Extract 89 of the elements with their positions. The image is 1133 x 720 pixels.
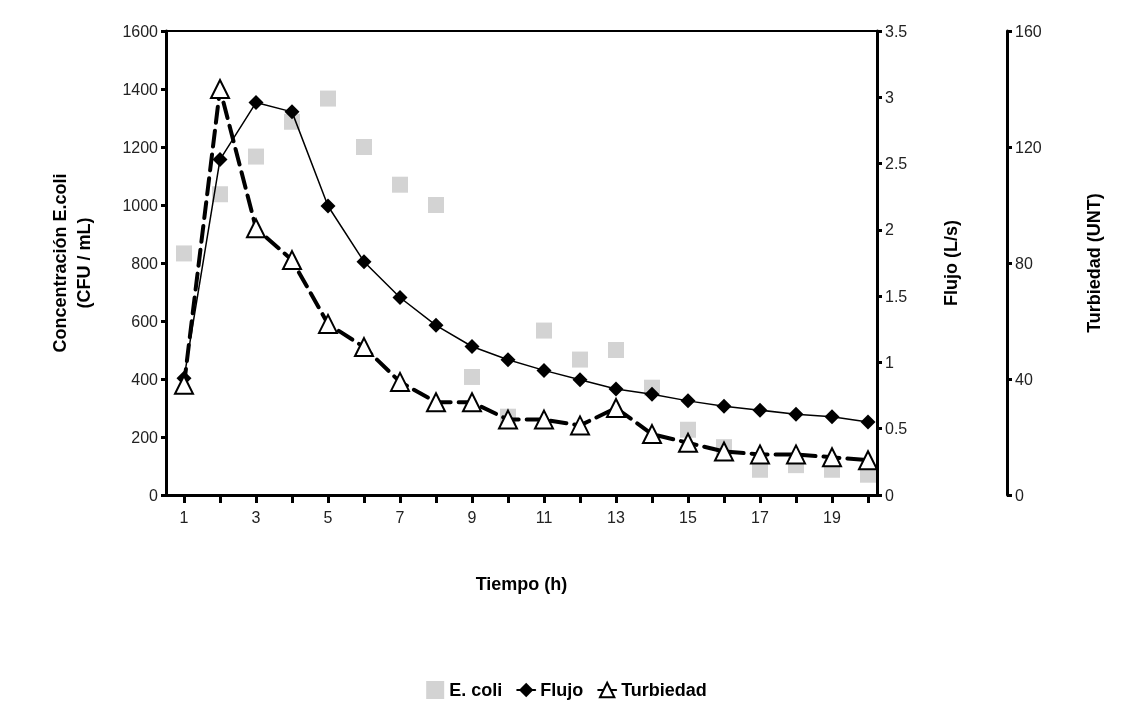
point [392,176,408,193]
point [354,337,374,358]
y-tick-label: 800 [131,254,159,272]
y-tick-label: 1400 [122,80,159,98]
y3-axis-title: Turbiedad (UNT) [1084,193,1104,333]
point [822,447,842,468]
legend-label: Flujo [540,680,584,700]
point [678,432,698,453]
point [750,444,770,465]
point [212,152,228,168]
y-tick-label: 400 [131,370,159,388]
legend-label: Turbiedad [621,680,707,700]
point [680,393,696,409]
y2-tick-label: 1 [885,353,894,371]
x-tick-label: 9 [467,508,477,526]
point [860,414,876,430]
point [464,368,480,385]
y-axis-title: Concentración E.coli (CFU / mL) [50,173,94,353]
point [534,409,554,430]
point [284,104,300,120]
point [392,289,408,305]
point [858,450,878,471]
point [212,186,228,203]
point [606,398,626,418]
y3-tick-label: 0 [1015,486,1024,504]
point [390,371,410,392]
point [248,95,264,111]
y2-tick-label: 1.5 [885,287,908,305]
point [356,139,372,155]
point [498,409,518,430]
point [608,342,624,358]
point [462,392,482,413]
x-axis-title: Tiempo (h) [475,574,568,594]
point [714,441,734,462]
y-tick-label: 1000 [122,196,159,214]
point [716,398,732,414]
point [500,352,516,368]
point [536,322,552,339]
x-tick-label: 1 [179,508,189,526]
y3-tick-label: 160 [1015,22,1042,40]
point [428,317,444,333]
point [788,406,804,422]
legend-label: E. coli [449,680,503,700]
point [608,381,624,397]
point [282,250,302,271]
y2-tick-label: 0.5 [885,420,908,438]
x-tick-label: 15 [679,508,697,526]
point [318,313,338,334]
y2-axis-title: Flujo (L/s) [941,220,961,306]
point [536,362,552,378]
x-tick-label: 3 [251,508,261,526]
y3-tick-label: 120 [1015,138,1042,156]
y2-tick-label: 2 [885,221,894,239]
point [680,421,696,438]
y-tick-label: 200 [131,428,159,446]
point [642,424,662,445]
x-tick-label: 11 [535,508,553,526]
point [572,372,588,388]
point [320,90,336,107]
point [824,409,840,425]
point [426,392,446,413]
point [570,415,590,436]
y2-tick-label: 3 [885,88,894,106]
y2-tick-label: 0 [885,486,894,504]
y2-tick-label: 3.5 [885,22,908,40]
y2-tick-label: 2.5 [885,155,908,173]
point [644,386,660,402]
y-tick-label: 1200 [122,138,159,156]
y-tick-label: 1600 [122,22,159,40]
x-tick-label: 19 [823,508,841,526]
x-tick-label: 7 [395,508,405,526]
y3-tick-label: 80 [1015,254,1033,272]
point [176,245,192,262]
point [320,198,336,214]
point [246,218,266,239]
point [786,444,806,465]
x-tick-label: 13 [607,508,625,526]
y3-tick-label: 40 [1015,370,1033,388]
point [356,254,372,270]
y-tick-label: 0 [149,486,159,504]
point [572,351,588,368]
point [464,339,480,355]
point [248,148,264,165]
point [210,79,230,99]
point [752,402,768,418]
x-tick-label: 17 [751,508,769,526]
y-tick-label: 600 [131,312,159,330]
point [428,197,444,213]
x-tick-label: 5 [323,508,333,526]
